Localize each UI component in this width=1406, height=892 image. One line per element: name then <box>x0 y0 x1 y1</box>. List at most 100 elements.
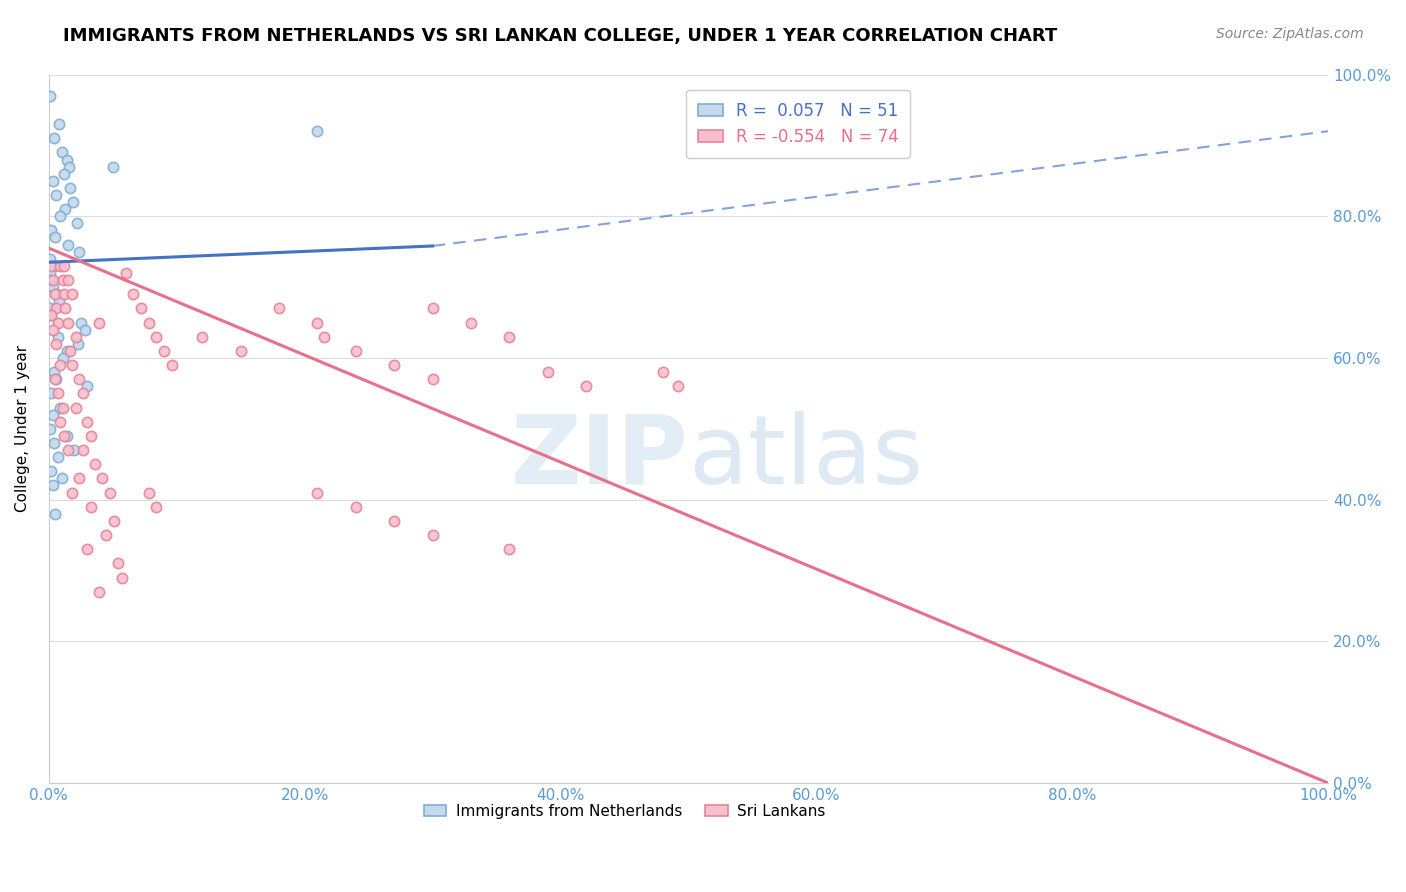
Point <box>344 343 367 358</box>
Point <box>41 322 63 336</box>
Point <box>153 343 176 358</box>
Text: Source: ZipAtlas.com: Source: ZipAtlas.com <box>1216 27 1364 41</box>
Point <box>39 252 62 266</box>
Point <box>51 471 73 485</box>
Point <box>382 514 405 528</box>
Point <box>46 386 69 401</box>
Point <box>39 266 62 280</box>
Point <box>49 209 72 223</box>
Point <box>69 316 91 330</box>
Point <box>44 287 66 301</box>
Point <box>87 316 110 330</box>
Point <box>65 401 87 415</box>
Point <box>267 301 290 316</box>
Point <box>60 287 83 301</box>
Point <box>83 457 105 471</box>
Point <box>114 266 136 280</box>
Point <box>39 301 62 316</box>
Point <box>73 322 96 336</box>
Point <box>53 287 76 301</box>
Point <box>39 259 62 273</box>
Point <box>422 372 444 386</box>
Point <box>80 429 103 443</box>
Point <box>69 244 91 259</box>
Point <box>45 336 67 351</box>
Point <box>39 309 62 323</box>
Point <box>307 316 329 330</box>
Point <box>59 181 82 195</box>
Point <box>52 273 75 287</box>
Point <box>229 343 252 358</box>
Point <box>55 202 77 216</box>
Point <box>138 485 160 500</box>
Point <box>39 273 62 287</box>
Point <box>39 88 62 103</box>
Point <box>145 329 167 343</box>
Point <box>45 287 67 301</box>
Point <box>307 124 329 138</box>
Point <box>39 464 62 478</box>
Point <box>56 273 79 287</box>
Point <box>76 415 98 429</box>
Point <box>59 343 82 358</box>
Point <box>103 514 125 528</box>
Point <box>91 471 114 485</box>
Point <box>87 584 110 599</box>
Point <box>498 329 520 343</box>
Point <box>537 365 560 379</box>
Point <box>63 443 86 458</box>
Point <box>312 329 335 343</box>
Point <box>382 358 405 372</box>
Point <box>55 343 77 358</box>
Point <box>39 386 62 401</box>
Point <box>72 443 94 458</box>
Point <box>53 259 76 273</box>
Point <box>56 443 79 458</box>
Point <box>49 259 72 273</box>
Point <box>55 429 77 443</box>
Point <box>42 131 65 145</box>
Point <box>41 478 63 492</box>
Point <box>49 401 72 415</box>
Point <box>69 372 91 386</box>
Point <box>122 287 145 301</box>
Point <box>111 570 134 584</box>
Point <box>307 485 329 500</box>
Point <box>690 88 713 103</box>
Point <box>55 301 77 316</box>
Point <box>76 379 98 393</box>
Point <box>45 301 67 316</box>
Point <box>44 372 66 386</box>
Point <box>48 117 70 131</box>
Point <box>52 351 75 365</box>
Point <box>53 429 76 443</box>
Point <box>52 401 75 415</box>
Point <box>65 329 87 343</box>
Point <box>42 436 65 450</box>
Point <box>42 365 65 379</box>
Point <box>41 408 63 422</box>
Point <box>69 471 91 485</box>
Point <box>46 329 69 343</box>
Point <box>49 415 72 429</box>
Point <box>55 153 77 167</box>
Point <box>138 316 160 330</box>
Point <box>344 500 367 514</box>
Point <box>58 160 80 174</box>
Point <box>44 230 66 244</box>
Point <box>39 223 62 237</box>
Point <box>160 358 183 372</box>
Point <box>129 301 152 316</box>
Point <box>62 195 84 210</box>
Point <box>41 273 63 287</box>
Point <box>46 316 69 330</box>
Point <box>49 358 72 372</box>
Point <box>96 528 118 542</box>
Text: IMMIGRANTS FROM NETHERLANDS VS SRI LANKAN COLLEGE, UNDER 1 YEAR CORRELATION CHAR: IMMIGRANTS FROM NETHERLANDS VS SRI LANKA… <box>63 27 1057 45</box>
Point <box>39 422 62 436</box>
Point <box>44 507 66 521</box>
Point <box>80 500 103 514</box>
Point <box>67 336 90 351</box>
Point <box>46 450 69 464</box>
Point <box>51 145 73 160</box>
